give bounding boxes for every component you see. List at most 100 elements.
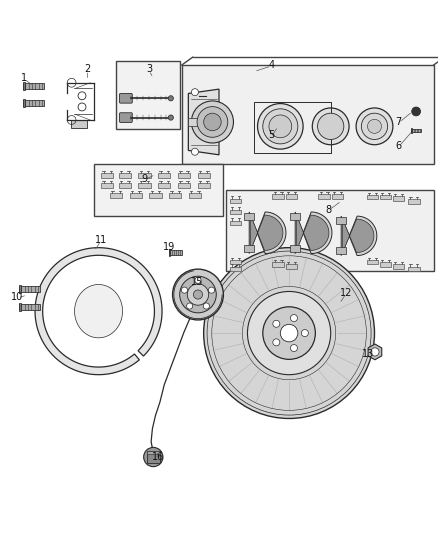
Bar — [71, 120, 87, 128]
Text: 7: 7 — [396, 117, 402, 127]
Text: 16: 16 — [152, 452, 164, 462]
Polygon shape — [19, 303, 21, 311]
Bar — [380, 262, 391, 266]
Text: 19: 19 — [162, 242, 175, 252]
Circle shape — [180, 276, 216, 313]
Text: 10: 10 — [11, 292, 24, 302]
Bar — [147, 451, 160, 463]
Bar — [158, 183, 170, 188]
Polygon shape — [23, 99, 25, 107]
Bar — [254, 102, 331, 152]
FancyBboxPatch shape — [120, 113, 132, 123]
Polygon shape — [297, 215, 329, 251]
Circle shape — [173, 269, 223, 320]
Bar — [367, 260, 378, 264]
Circle shape — [247, 292, 331, 375]
Bar — [393, 264, 404, 269]
Bar — [138, 183, 151, 188]
Text: 13: 13 — [362, 349, 374, 359]
Circle shape — [367, 119, 381, 133]
Polygon shape — [23, 100, 44, 106]
Bar — [230, 221, 241, 225]
Polygon shape — [19, 304, 40, 310]
Circle shape — [290, 314, 297, 321]
Polygon shape — [411, 128, 412, 133]
Circle shape — [204, 113, 221, 131]
Circle shape — [144, 447, 163, 467]
Bar — [178, 173, 190, 178]
Circle shape — [191, 148, 198, 155]
Bar — [332, 194, 343, 199]
Bar — [149, 193, 162, 198]
Bar — [94, 165, 223, 216]
Bar — [318, 194, 330, 199]
Circle shape — [197, 107, 228, 138]
Text: 12: 12 — [340, 288, 352, 298]
Circle shape — [290, 344, 297, 352]
Circle shape — [356, 108, 393, 145]
Polygon shape — [23, 83, 44, 89]
Polygon shape — [23, 82, 25, 90]
Polygon shape — [343, 219, 374, 253]
Bar — [272, 194, 284, 199]
Bar — [230, 209, 241, 214]
Bar — [130, 193, 142, 198]
Circle shape — [187, 284, 208, 305]
Circle shape — [203, 303, 209, 309]
Circle shape — [191, 101, 233, 143]
Polygon shape — [251, 215, 283, 251]
Circle shape — [301, 329, 308, 336]
Polygon shape — [19, 286, 40, 292]
Bar — [178, 183, 190, 188]
Circle shape — [258, 103, 303, 149]
Bar — [182, 65, 434, 164]
Polygon shape — [368, 344, 382, 360]
Bar — [101, 183, 113, 188]
Circle shape — [181, 287, 187, 293]
Polygon shape — [169, 251, 182, 255]
Circle shape — [194, 290, 202, 299]
Text: 3: 3 — [146, 64, 152, 75]
Bar — [272, 262, 284, 266]
Bar — [286, 264, 297, 269]
Polygon shape — [341, 216, 377, 255]
Bar — [230, 260, 241, 264]
Bar — [198, 183, 210, 188]
Circle shape — [208, 287, 215, 293]
Circle shape — [273, 339, 280, 346]
Text: 5: 5 — [268, 130, 275, 140]
Bar — [393, 197, 404, 201]
Text: 6: 6 — [396, 141, 402, 151]
Bar — [290, 213, 300, 221]
Bar — [336, 217, 346, 224]
Bar — [189, 193, 201, 198]
Circle shape — [187, 303, 193, 309]
Circle shape — [168, 96, 173, 101]
Circle shape — [263, 109, 298, 144]
Circle shape — [191, 88, 198, 96]
Text: 15: 15 — [191, 277, 203, 287]
Circle shape — [412, 107, 420, 116]
Bar — [169, 193, 181, 198]
Circle shape — [78, 92, 86, 100]
Text: 9: 9 — [141, 174, 148, 184]
Bar — [147, 451, 160, 455]
FancyBboxPatch shape — [120, 93, 132, 103]
Bar — [188, 118, 199, 126]
Circle shape — [361, 113, 388, 140]
Bar — [198, 173, 210, 178]
Bar — [244, 213, 254, 221]
Bar — [158, 173, 170, 178]
Circle shape — [168, 115, 173, 120]
Circle shape — [371, 348, 379, 356]
Circle shape — [263, 307, 315, 359]
Circle shape — [280, 324, 298, 342]
Bar — [230, 199, 241, 203]
Bar — [336, 247, 346, 254]
Bar — [119, 173, 131, 178]
Circle shape — [312, 108, 349, 145]
Bar — [244, 245, 254, 252]
Text: 8: 8 — [325, 205, 332, 215]
Bar — [408, 266, 420, 271]
Text: 4: 4 — [268, 60, 275, 70]
